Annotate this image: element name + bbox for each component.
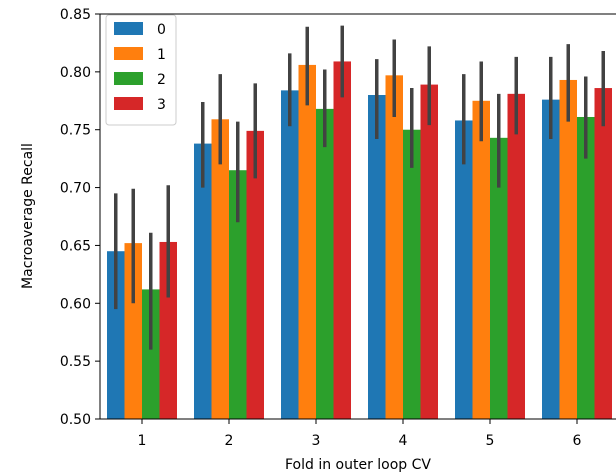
legend-swatch: [114, 47, 143, 60]
bar: [211, 119, 229, 420]
bar: [455, 120, 473, 419]
bar: [229, 170, 247, 419]
bar: [246, 130, 264, 419]
x-ticks: 1 2 3 4 5 6: [138, 419, 582, 449]
x-tick-label: 2: [225, 433, 234, 449]
legend-label: 1: [157, 47, 166, 63]
axes: [99, 13, 616, 420]
bar: [316, 108, 334, 419]
x-tick-label: 1: [138, 433, 147, 449]
y-tick-label: 0.80: [60, 65, 91, 81]
bar: [507, 93, 525, 419]
bar: [490, 137, 508, 420]
legend-label: 2: [157, 72, 166, 88]
bar: [385, 75, 403, 419]
y-tick-label: 0.55: [60, 354, 91, 370]
legend-swatch: [114, 97, 143, 110]
bar: [559, 79, 577, 419]
bar: [107, 251, 125, 419]
legend-swatch: [114, 72, 143, 85]
y-ticks: 0.50 0.55 0.60 0.65 0.70 0.75 0.80 0.85: [60, 7, 100, 428]
bar: [403, 129, 421, 419]
bar: [472, 100, 490, 420]
y-tick-label: 0.70: [60, 181, 91, 197]
y-tick-label: 0.65: [60, 238, 91, 254]
bar: [594, 88, 612, 420]
x-tick-label: 3: [312, 433, 321, 449]
bar: [124, 243, 142, 419]
x-tick-label: 6: [573, 433, 582, 449]
bar: [542, 99, 560, 419]
x-tick-label: 5: [486, 433, 495, 449]
plot-area: [107, 25, 612, 420]
legend-label: 0: [157, 22, 166, 38]
y-tick-label: 0.50: [60, 412, 91, 428]
bar: [368, 95, 386, 419]
y-axis-title: Macroaverage Recall: [20, 143, 36, 289]
y-tick-label: 0.75: [60, 123, 91, 139]
x-tick-label: 4: [399, 433, 408, 449]
bar: [194, 143, 212, 419]
legend-swatch: [114, 22, 143, 35]
bar: [142, 289, 160, 419]
bar: [577, 116, 595, 419]
bar: [281, 90, 299, 419]
x-axis-title: Fold in outer loop CV: [285, 457, 431, 473]
bar: [333, 61, 351, 419]
legend: 0 1 2 3: [105, 14, 177, 126]
y-tick-label: 0.60: [60, 296, 91, 312]
legend-label: 3: [157, 97, 166, 113]
bar: [420, 84, 438, 419]
bar: [159, 241, 177, 419]
y-tick-label: 0.85: [60, 7, 91, 23]
bar: [298, 64, 316, 420]
